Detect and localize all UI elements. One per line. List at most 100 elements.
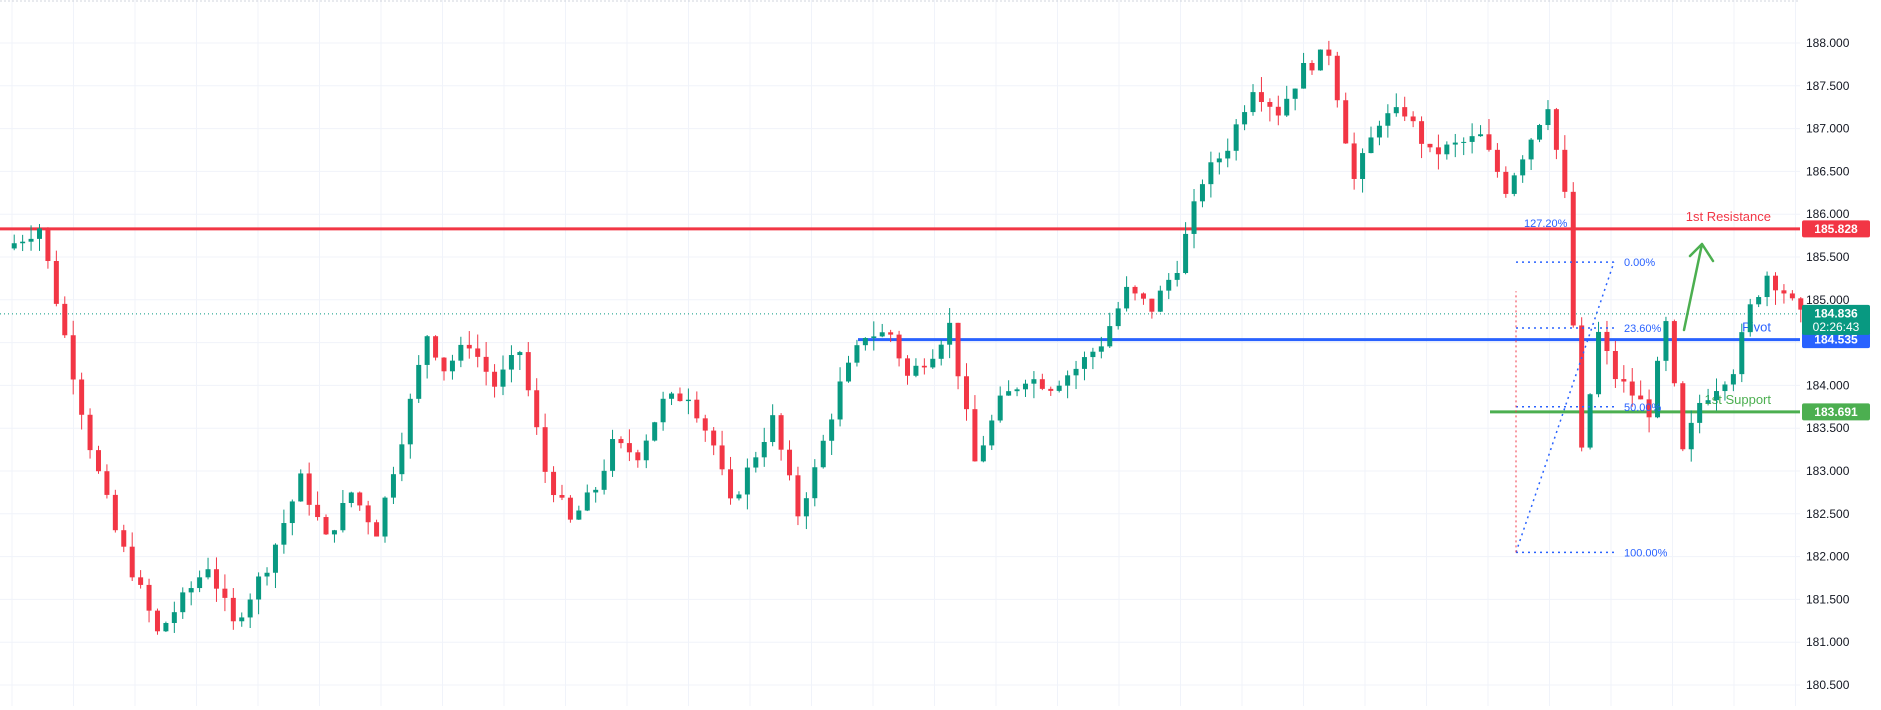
candle-body bbox=[1326, 49, 1332, 56]
candle-body bbox=[1250, 92, 1256, 113]
y-tick-label: 183.500 bbox=[1806, 421, 1850, 435]
candle-body bbox=[584, 492, 590, 511]
candle-body bbox=[593, 489, 599, 493]
candle-body bbox=[163, 622, 169, 632]
candle-body bbox=[888, 332, 894, 335]
grid bbox=[0, 0, 1800, 706]
candle-body bbox=[36, 228, 42, 239]
fib-level-label: 100.00% bbox=[1624, 547, 1668, 559]
candle-body bbox=[559, 495, 565, 498]
y-tick-label: 184.000 bbox=[1806, 378, 1850, 392]
candle-body bbox=[1444, 144, 1450, 155]
candle-body bbox=[1368, 137, 1374, 154]
fib-level-label: 127.20% bbox=[1524, 218, 1568, 230]
candle-body bbox=[1073, 368, 1079, 376]
annotations bbox=[1682, 242, 1715, 332]
candle-body bbox=[1157, 290, 1163, 312]
fibonacci: 127.20% 0.00% 23.60% 50.00% 100.00% bbox=[1515, 218, 1668, 559]
candle-body bbox=[1098, 346, 1104, 352]
candle-body bbox=[610, 439, 616, 471]
candle-body bbox=[1351, 143, 1357, 179]
candle-body bbox=[121, 530, 127, 547]
candle-body bbox=[331, 530, 337, 535]
candle-body bbox=[1216, 158, 1222, 163]
candle-body bbox=[1612, 350, 1618, 380]
candle-body bbox=[1663, 321, 1669, 361]
candle-body bbox=[972, 409, 978, 462]
candle-body bbox=[1629, 381, 1635, 396]
candle-body bbox=[87, 414, 93, 451]
candle-body bbox=[458, 344, 464, 361]
candle-body bbox=[812, 467, 818, 499]
candle-body bbox=[1579, 325, 1585, 448]
candle-body bbox=[315, 504, 321, 518]
candle-body bbox=[1621, 379, 1627, 382]
candle-body bbox=[298, 473, 304, 502]
candle-body bbox=[1537, 125, 1543, 140]
candle-body bbox=[829, 419, 835, 441]
candle-body bbox=[1402, 107, 1408, 117]
candle-body bbox=[1604, 331, 1610, 351]
candle-body bbox=[862, 337, 868, 346]
candle-body bbox=[1503, 171, 1509, 194]
candle-body bbox=[1107, 326, 1113, 347]
candle-body bbox=[1191, 201, 1197, 234]
candle-body bbox=[256, 576, 262, 600]
candle-body bbox=[963, 376, 969, 410]
candle-body bbox=[930, 358, 936, 368]
candle-body bbox=[1697, 402, 1703, 423]
candle-body bbox=[534, 390, 540, 428]
candle-body bbox=[340, 502, 346, 531]
candle-body bbox=[938, 344, 944, 359]
candle-body bbox=[374, 522, 380, 537]
candle-body bbox=[382, 497, 388, 537]
candle-body bbox=[1730, 374, 1736, 385]
candle-body bbox=[879, 332, 885, 337]
candle-body bbox=[778, 415, 784, 450]
candle-body bbox=[95, 450, 101, 472]
candle-body bbox=[1705, 400, 1711, 403]
y-tick-label: 181.500 bbox=[1806, 592, 1850, 606]
candle-body bbox=[323, 517, 329, 535]
candle-body bbox=[1789, 293, 1795, 299]
candle-body bbox=[576, 510, 582, 520]
candle-body bbox=[1056, 385, 1062, 391]
candle-body bbox=[11, 243, 17, 249]
candle-body bbox=[449, 360, 455, 372]
candle-body bbox=[685, 399, 691, 402]
candle-body bbox=[1166, 279, 1172, 291]
candle-body bbox=[1393, 107, 1399, 114]
candle-body bbox=[1553, 109, 1559, 150]
candle-body bbox=[803, 498, 809, 517]
candle-body bbox=[896, 334, 902, 359]
candle-body bbox=[348, 492, 354, 503]
candle-body bbox=[1671, 321, 1677, 384]
candle-body bbox=[53, 260, 59, 304]
candle-body bbox=[492, 371, 498, 387]
candle-body bbox=[188, 588, 194, 593]
y-axis: 188.000 187.500 187.000 186.500 186.000 185.5… bbox=[1806, 36, 1850, 692]
candle-body bbox=[1528, 139, 1534, 160]
candle-body bbox=[1031, 379, 1037, 384]
pivot-tag-value: 184.535 bbox=[1814, 333, 1858, 347]
candle-body bbox=[205, 569, 211, 578]
candle-body bbox=[1183, 233, 1189, 274]
candle-body bbox=[1714, 391, 1720, 401]
y-tick-label: 185.500 bbox=[1806, 250, 1850, 264]
candle-body bbox=[272, 544, 278, 573]
candle-body bbox=[871, 336, 877, 338]
candle-body bbox=[357, 492, 363, 506]
fib-level-label: 23.60% bbox=[1624, 323, 1662, 335]
candle-body bbox=[1275, 106, 1281, 116]
y-tick-label: 187.500 bbox=[1806, 79, 1850, 93]
candle-body bbox=[980, 445, 986, 462]
y-tick-label: 181.000 bbox=[1806, 635, 1850, 649]
candle-body bbox=[1081, 357, 1087, 369]
candle-body bbox=[1376, 125, 1382, 138]
candle-body bbox=[129, 546, 135, 578]
candle-body bbox=[652, 422, 658, 441]
pivot-tag bbox=[1802, 331, 1870, 349]
candle-body bbox=[1048, 388, 1054, 391]
candle-body bbox=[702, 418, 708, 431]
